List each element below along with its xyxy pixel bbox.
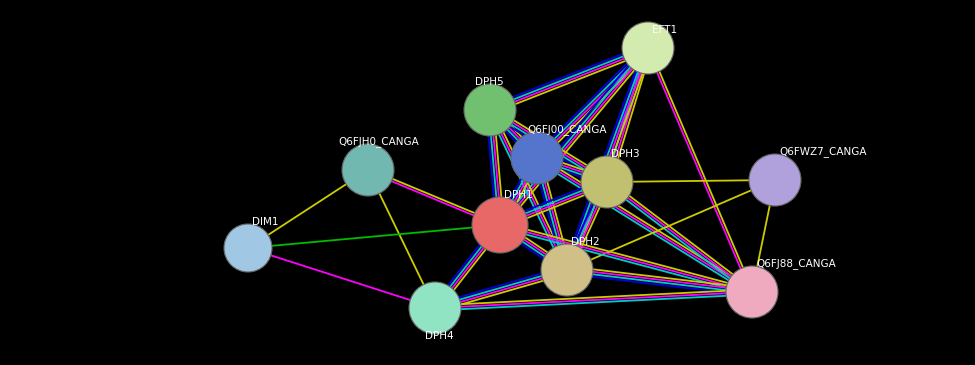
Text: EFT1: EFT1 bbox=[652, 25, 677, 35]
Ellipse shape bbox=[541, 244, 593, 296]
Ellipse shape bbox=[472, 197, 528, 253]
Ellipse shape bbox=[581, 156, 633, 208]
Ellipse shape bbox=[409, 282, 461, 334]
Text: Q6FJH0_CANGA: Q6FJH0_CANGA bbox=[338, 137, 418, 147]
Ellipse shape bbox=[622, 22, 674, 74]
Ellipse shape bbox=[749, 154, 801, 206]
Text: DPH1: DPH1 bbox=[504, 190, 532, 200]
Text: DPH5: DPH5 bbox=[475, 77, 504, 87]
Ellipse shape bbox=[464, 84, 516, 136]
Ellipse shape bbox=[726, 266, 778, 318]
Text: Q6FWZ7_CANGA: Q6FWZ7_CANGA bbox=[779, 146, 867, 157]
Ellipse shape bbox=[224, 224, 272, 272]
Text: DIM1: DIM1 bbox=[252, 217, 279, 227]
Text: DPH4: DPH4 bbox=[425, 331, 453, 341]
Text: DPH2: DPH2 bbox=[571, 237, 600, 247]
Ellipse shape bbox=[511, 132, 563, 184]
Text: Q6FJ88_CANGA: Q6FJ88_CANGA bbox=[756, 258, 836, 269]
Ellipse shape bbox=[342, 144, 394, 196]
Text: DPH3: DPH3 bbox=[611, 149, 640, 159]
Text: Q6FJ00_CANGA: Q6FJ00_CANGA bbox=[527, 124, 606, 135]
